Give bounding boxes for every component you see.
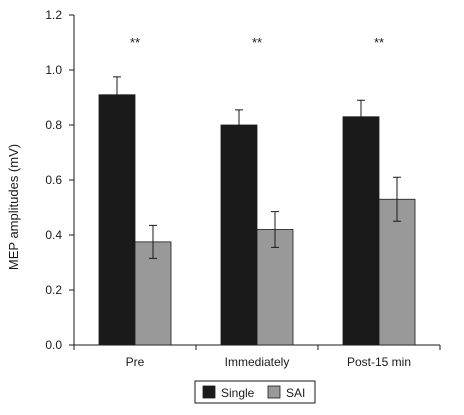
- bar-single: [98, 94, 136, 346]
- legend-box: [194, 380, 316, 404]
- y-tick-label: 1.0: [45, 63, 62, 77]
- legend-label-sai: SAI: [286, 386, 305, 400]
- x-axis: Pre Immediately Post-15 min: [73, 344, 441, 369]
- legend-swatch-sai: [267, 385, 281, 399]
- legend: Single SAI: [194, 380, 316, 404]
- bars-group: [98, 94, 416, 346]
- y-tick-label: 0.2: [45, 283, 62, 297]
- y-tick-label: 0.0: [45, 338, 62, 352]
- significance-marker: **: [252, 35, 262, 50]
- bar-sai: [134, 241, 172, 346]
- y-axis: 0.0 0.2 0.4 0.6 0.8 1.0 1.2: [45, 8, 75, 352]
- bar-single: [220, 124, 258, 346]
- y-axis-label: MEP amplitudes (mV): [6, 144, 21, 270]
- y-tick-label: 0.6: [45, 173, 62, 187]
- bar-sai: [256, 229, 294, 346]
- significance-marker: **: [130, 35, 140, 50]
- y-tick-label: 1.2: [45, 8, 62, 22]
- y-tick-label: 0.8: [45, 118, 62, 132]
- bar-single: [342, 116, 380, 346]
- x-tick-label: Pre: [126, 355, 145, 369]
- x-tick-label: Immediately: [225, 355, 290, 369]
- bar-sai: [378, 198, 416, 346]
- legend-label-single: Single: [221, 386, 255, 400]
- legend-swatch-single: [202, 385, 216, 399]
- error-bars-group: [113, 76, 401, 259]
- y-tick-label: 0.4: [45, 228, 62, 242]
- significance-annotations: ** ** **: [130, 35, 384, 50]
- x-tick-label: Post-15 min: [347, 355, 411, 369]
- significance-marker: **: [374, 35, 384, 50]
